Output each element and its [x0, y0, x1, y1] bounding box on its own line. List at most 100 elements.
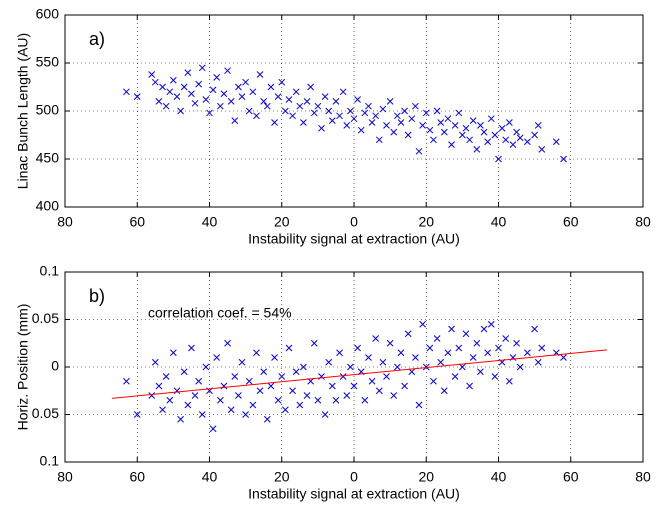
marker — [484, 138, 492, 146]
marker — [307, 83, 315, 91]
marker — [271, 119, 278, 126]
marker — [180, 368, 188, 376]
marker — [513, 339, 520, 347]
x-axis-label: Instability signal at extraction (AU) — [248, 486, 460, 502]
marker — [224, 67, 231, 75]
marker — [133, 93, 141, 100]
x-tick-label: 40 — [202, 214, 218, 230]
marker — [303, 98, 311, 105]
marker — [231, 373, 239, 380]
marker — [538, 344, 546, 352]
marker — [560, 354, 567, 361]
marker — [383, 373, 390, 380]
marker — [162, 373, 170, 380]
marker — [513, 128, 520, 136]
marker — [404, 131, 412, 139]
marker — [509, 141, 517, 148]
marker — [177, 107, 184, 115]
marker — [422, 363, 430, 371]
marker — [440, 128, 448, 136]
marker — [206, 109, 213, 117]
x-tick-label: 40 — [491, 469, 507, 485]
marker — [314, 396, 322, 404]
panel-label: a) — [89, 29, 105, 49]
annotation: correlation coef. = 54% — [148, 305, 292, 321]
marker — [487, 115, 495, 123]
y-tick-label: 0.05 — [32, 310, 59, 326]
marker — [300, 119, 307, 126]
marker — [188, 344, 195, 352]
marker — [502, 335, 510, 342]
marker — [444, 115, 452, 123]
marker — [260, 368, 268, 376]
marker — [216, 102, 224, 110]
marker — [495, 155, 502, 163]
y-axis-label: Linac Bunch Length (AU) — [15, 33, 31, 189]
marker — [433, 335, 441, 342]
marker — [151, 78, 159, 86]
marker — [379, 358, 387, 366]
marker — [484, 349, 492, 357]
marker — [448, 141, 455, 148]
marker — [339, 88, 347, 96]
y-tick-label: 400 — [36, 198, 60, 214]
marker — [372, 112, 380, 120]
marker — [408, 368, 416, 376]
marker — [552, 138, 560, 146]
x-tick-label: 60 — [563, 469, 579, 485]
panel-label: b) — [89, 286, 105, 306]
marker — [296, 102, 304, 110]
marker — [498, 124, 506, 132]
marker — [459, 363, 466, 371]
marker — [437, 119, 445, 126]
marker — [524, 349, 531, 357]
marker — [469, 354, 477, 361]
y-tick-label: 0.05 — [32, 405, 59, 421]
marker — [263, 102, 271, 110]
marker — [375, 387, 383, 395]
marker — [505, 377, 513, 385]
marker — [339, 373, 347, 380]
marker — [466, 136, 473, 144]
marker — [209, 86, 217, 94]
marker — [419, 122, 426, 129]
marker — [477, 122, 484, 129]
marker — [419, 320, 426, 328]
marker — [336, 349, 343, 357]
x-tick-label: 20 — [418, 214, 434, 230]
marker — [459, 131, 466, 139]
x-tick-label: 0 — [350, 469, 358, 485]
marker — [487, 320, 495, 328]
marker — [368, 377, 376, 385]
marker — [267, 382, 275, 390]
x-tick-label: 80 — [635, 214, 651, 230]
marker — [433, 107, 441, 115]
marker — [437, 358, 445, 366]
marker — [361, 396, 369, 404]
marker — [343, 122, 351, 129]
x-tick-label: 80 — [635, 469, 651, 485]
marker — [560, 155, 567, 163]
marker — [440, 387, 448, 395]
fit-line — [111, 349, 607, 399]
marker — [123, 88, 130, 96]
marker — [462, 330, 470, 338]
marker — [162, 102, 170, 110]
marker — [361, 109, 369, 117]
marker — [491, 373, 499, 380]
marker — [386, 339, 394, 347]
y-tick-label: 0.1 — [40, 263, 60, 279]
marker — [274, 93, 282, 100]
marker — [426, 344, 434, 352]
marker — [249, 401, 257, 409]
marker — [166, 88, 174, 96]
marker — [238, 358, 246, 366]
marker — [451, 122, 459, 129]
marker — [314, 102, 322, 110]
marker — [282, 406, 289, 414]
marker — [148, 392, 156, 399]
marker — [245, 107, 253, 115]
marker — [365, 102, 372, 110]
marker — [477, 368, 484, 376]
x-tick-label: 80 — [57, 469, 73, 485]
